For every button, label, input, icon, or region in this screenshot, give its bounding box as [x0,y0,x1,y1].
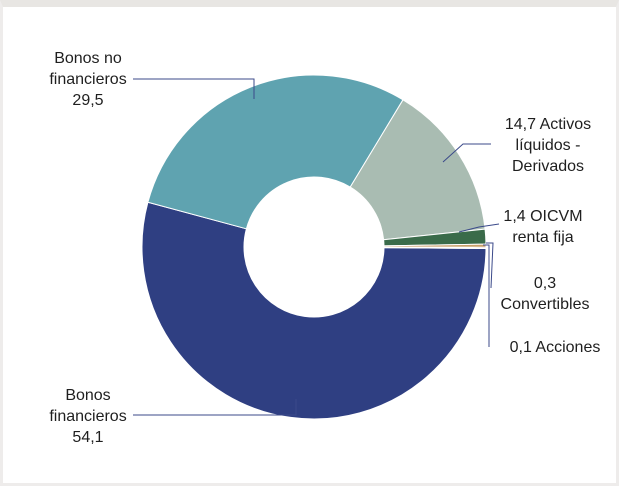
leader-line-1 [133,78,255,99]
slice-label-2: 14,7 Activos líquidos - Derivados [505,116,591,175]
slice-label-0-line-0: Bonos [65,387,110,404]
slice-label-3-line-1: renta fija [512,229,573,246]
slice-label-1: Bonos no financieros 29,5 [49,50,126,109]
slice-label-4: 0,3 Convertibles [501,275,590,313]
slice-0 [141,201,487,420]
slice-label-4-line-0: 0,3 [534,275,556,292]
donut-chart: Bonos financieros 54,1 Bonos no financieros 2… [49,50,601,446]
leader-line-2 [442,143,491,163]
slice-label-2-line-1: líquidos - [516,137,581,154]
leader-line-5 [483,244,490,347]
slice-label-1-line-2: 29,5 [72,92,103,109]
slice-label-2-line-2: Derivados [512,158,584,175]
slice-label-3: 1,4 OICVM renta fija [503,208,582,246]
slice-label-0-line-1: financieros [49,408,126,425]
slice-5 [383,246,487,250]
slice-label-0: Bonos financieros 54,1 [49,387,126,446]
slice-label-2-line-0: 14,7 Activos [505,116,591,133]
slice-2 [349,99,486,241]
slice-label-3-line-0: 1,4 OICVM [503,208,582,225]
slice-label-5: 0,1 Acciones [510,339,601,356]
leader-line-3 [458,223,500,233]
slice-label-5-line-0: 0,1 Acciones [510,339,601,356]
slice-label-4-line-1: Convertibles [501,296,590,313]
slice-label-1-line-1: financieros [49,71,126,88]
leader-line-0 [133,399,297,416]
slice-label-0-line-2: 54,1 [72,429,103,446]
slice-label-1-line-0: Bonos no [54,50,122,67]
leader-line-4 [486,242,494,289]
slice-1 [147,74,404,230]
